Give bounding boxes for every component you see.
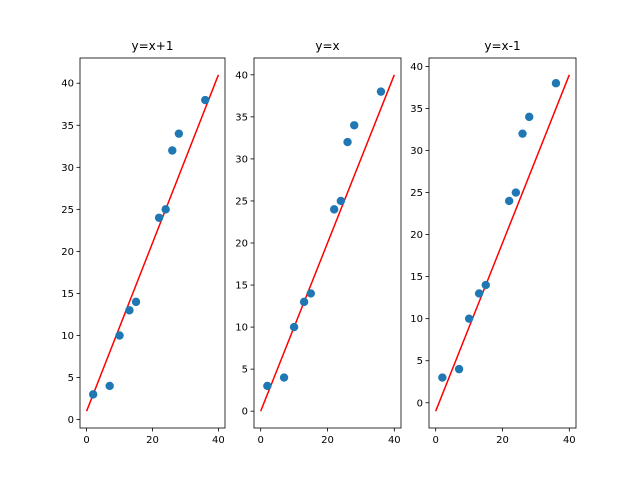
subplot-3: y=x-1 0 20 40 0 5 10 15 20 25 30 35 40: [410, 39, 577, 446]
y-tick-label: 20: [235, 239, 248, 250]
y-tick-label: 25: [61, 205, 74, 216]
data-point: [504, 196, 514, 206]
data-point: [105, 381, 114, 391]
data-point: [161, 205, 170, 214]
subplot-title: y=x-1: [484, 39, 520, 53]
data-point: [174, 129, 184, 138]
y-tick-label: 0: [68, 415, 74, 426]
data-point: [125, 306, 134, 315]
y-tick-label: 10: [410, 314, 423, 325]
data-point: [329, 205, 339, 214]
y-tick-label: 15: [410, 272, 423, 283]
subplot-title: y=x: [315, 39, 339, 53]
data-point: [131, 297, 141, 307]
y-tick-label: 5: [242, 365, 248, 376]
y-tick-label: 15: [235, 281, 248, 292]
data-point: [551, 79, 561, 88]
data-point: [474, 289, 484, 298]
y-tick-label: 0: [417, 398, 423, 409]
x-tick-label: 40: [563, 435, 576, 446]
x-tick-label: 20: [496, 435, 509, 446]
data-point: [263, 381, 272, 391]
fit-line: [434, 74, 571, 412]
x-tick-label: 40: [212, 435, 225, 446]
y-tick-label: 15: [61, 289, 74, 300]
data-point: [438, 373, 447, 382]
data-point: [511, 188, 521, 197]
y-tick-label: 25: [235, 196, 248, 207]
x-tick-label: 0: [257, 435, 263, 446]
subplot-1: y=x+1 0 20 40 0 5 10 15 20 25 30 35 40: [61, 39, 226, 446]
y-tick-label: 35: [61, 121, 74, 132]
x-tick-label: 20: [146, 435, 159, 446]
y-tick-label: 5: [68, 373, 74, 384]
data-point: [376, 87, 386, 96]
data-point: [154, 213, 164, 222]
data-point: [481, 280, 490, 290]
y-tick-label: 35: [235, 112, 248, 123]
data-point: [289, 322, 299, 332]
y-tick-label: 40: [235, 70, 248, 81]
y-tick-label: 40: [61, 79, 74, 90]
y-tick-label: 20: [410, 230, 423, 241]
subplot-2: y=x 0 20 40 0 5 10 15 20 25 30 35 40: [235, 39, 402, 446]
data-point: [306, 289, 315, 298]
y-tick-label: 20: [61, 247, 74, 258]
data-point: [115, 331, 124, 340]
y-tick-label: 10: [235, 323, 248, 334]
y-tick-label: 30: [61, 163, 74, 174]
data-point: [201, 95, 210, 105]
x-tick-label: 40: [388, 435, 401, 446]
y-tick-label: 5: [417, 356, 423, 367]
data-point: [336, 196, 346, 206]
data-point: [518, 129, 527, 138]
fit-line: [259, 74, 396, 412]
y-tick-label: 25: [410, 188, 423, 199]
x-tick-label: 20: [321, 435, 334, 446]
y-tick-label: 10: [61, 331, 74, 342]
data-point: [454, 364, 464, 374]
y-tick-label: 40: [410, 62, 423, 73]
data-point: [279, 373, 289, 382]
subplot-title: y=x+1: [132, 39, 174, 53]
x-tick-label: 0: [83, 435, 89, 446]
data-point: [350, 121, 359, 130]
y-tick-label: 0: [242, 407, 248, 418]
x-tick-label: 0: [432, 435, 438, 446]
y-tick-label: 35: [410, 104, 423, 115]
y-tick-label: 30: [235, 154, 248, 165]
data-point: [343, 137, 352, 147]
data-point: [299, 297, 309, 307]
data-point: [88, 390, 98, 399]
data-point: [525, 112, 534, 122]
fit-line: [85, 74, 220, 412]
data-point: [464, 314, 474, 323]
y-tick-label: 30: [410, 146, 423, 157]
data-point: [168, 146, 177, 155]
